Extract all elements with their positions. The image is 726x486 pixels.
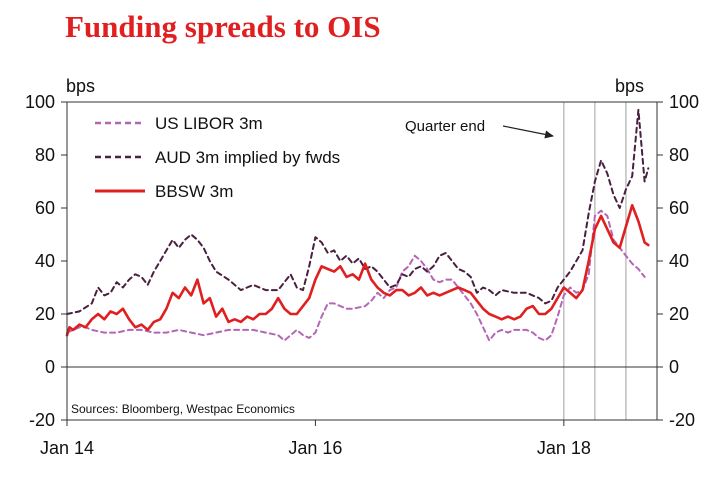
left-tick-label: 20 <box>35 304 55 324</box>
legend: US LIBOR 3m AUD 3m implied by fwds BBSW … <box>95 114 340 201</box>
left-tick-label: 40 <box>35 251 55 271</box>
x-tick-label: Jan 16 <box>288 438 342 458</box>
x-axis-ticks: Jan 14 Jan 16 Jan 18 <box>40 420 591 458</box>
left-tick-label: 0 <box>45 357 55 377</box>
source-note: Sources: Bloomberg, Westpac Economics <box>71 402 295 416</box>
legend-label-bbsw: BBSW 3m <box>155 182 233 201</box>
legend-label-aud-implied: AUD 3m implied by fwds <box>155 148 340 167</box>
right-axis-unit: bps <box>615 76 644 96</box>
series-bbsw-3m <box>65 204 650 337</box>
legend-label-us-libor: US LIBOR 3m <box>155 114 263 133</box>
right-tick-label: -20 <box>669 410 695 430</box>
right-axis-ticks: -20 0 20 40 60 80 100 <box>657 92 699 430</box>
left-axis-ticks: -20 0 20 40 60 80 100 <box>25 92 67 430</box>
left-tick-label: 100 <box>25 92 55 112</box>
annotation-arrow <box>502 125 554 139</box>
quarter-end-lines <box>563 102 627 420</box>
x-tick-label: Jan 18 <box>537 438 591 458</box>
left-tick-label: 60 <box>35 198 55 218</box>
series-lines <box>65 108 650 342</box>
chart-title: Funding spreads to OIS <box>65 9 381 44</box>
quarter-end-annotation: Quarter end <box>405 118 554 139</box>
right-tick-label: 60 <box>669 198 689 218</box>
left-tick-label: -20 <box>29 410 55 430</box>
right-tick-label: 40 <box>669 251 689 271</box>
left-axis-unit: bps <box>66 76 95 96</box>
series-aud-3m-implied <box>66 108 650 315</box>
right-tick-label: 0 <box>669 357 679 377</box>
right-tick-label: 20 <box>669 304 689 324</box>
x-tick-label: Jan 14 <box>40 438 94 458</box>
annotation-text: Quarter end <box>405 118 485 135</box>
series-us-libor-3m <box>66 209 646 342</box>
left-tick-label: 80 <box>35 145 55 165</box>
right-tick-label: 80 <box>669 145 689 165</box>
right-tick-label: 100 <box>669 92 699 112</box>
